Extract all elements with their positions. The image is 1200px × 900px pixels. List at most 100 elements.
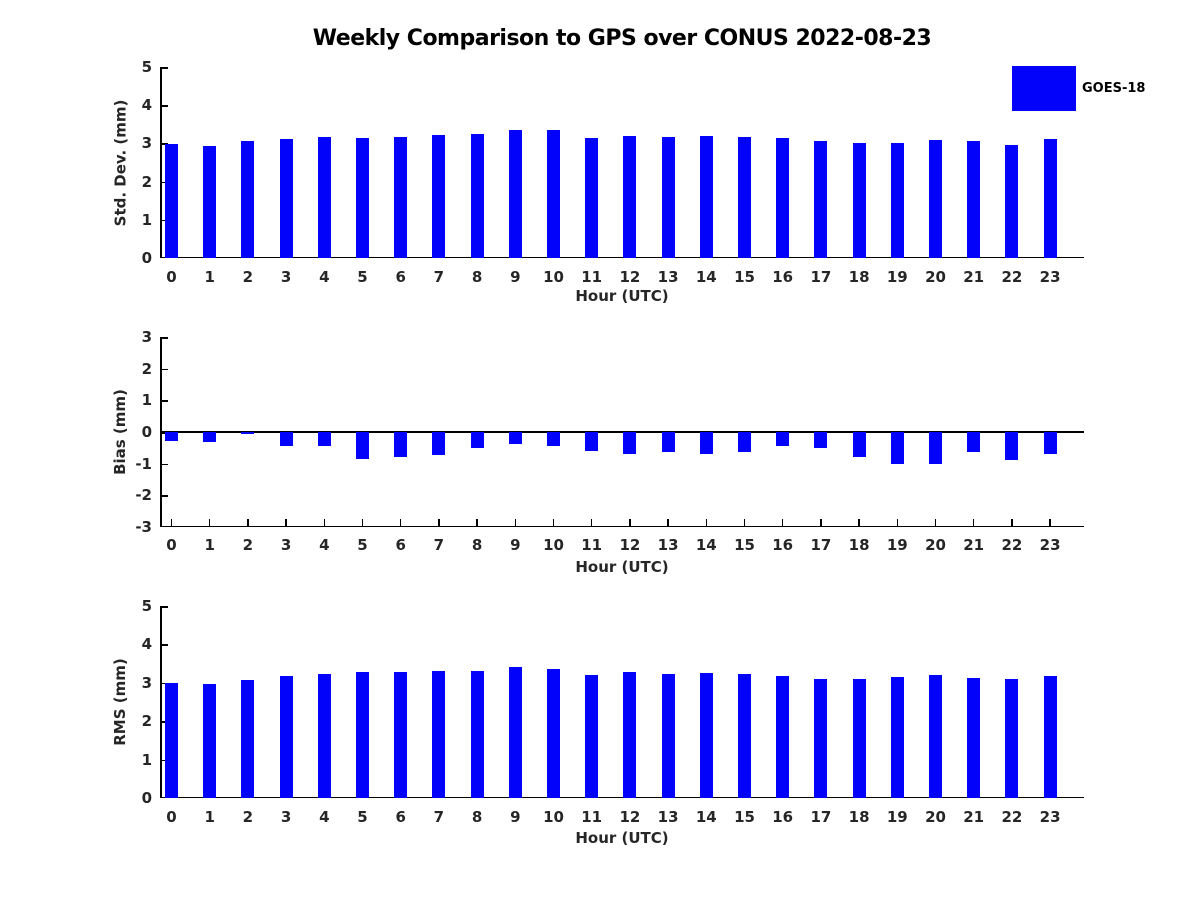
- bias-x-tick-mark: [972, 519, 975, 527]
- std-dev-y-tick-label: 3: [141, 134, 152, 153]
- bias-x-tick-mark: [1049, 519, 1051, 527]
- bias-y-tick-label: -1: [135, 454, 152, 473]
- std-dev-x-tick-label: 3: [280, 268, 292, 286]
- rms-x-tick-label: 22: [1001, 808, 1023, 826]
- bias-y-tick-mark: [160, 495, 168, 497]
- bias-x-tick-label: 9: [510, 536, 521, 554]
- rms-x-tick-label: 12: [619, 808, 641, 826]
- bias-y-tick-label: -2: [135, 486, 152, 505]
- bias-bar-h20: [929, 432, 942, 464]
- bias-x-tick-mark: [476, 519, 478, 527]
- bias-y-tick-label: -3: [135, 518, 152, 536]
- std-dev-x-tick-label: 8: [471, 268, 483, 286]
- rms-bar-h7: [432, 670, 446, 798]
- bias-bar-h0: [165, 432, 178, 442]
- std-dev-x-tick-label: 6: [395, 268, 406, 286]
- rms-y-tick-label: 2: [141, 712, 152, 731]
- std-dev-x-tick-label: 18: [848, 268, 870, 286]
- rms-y-tick-label: 3: [141, 673, 152, 692]
- std-dev-bar-h23: [1043, 138, 1057, 258]
- bias-x-tick-label: 15: [734, 536, 755, 554]
- bias-bar-h3: [279, 432, 293, 446]
- std-dev-bar-h4: [317, 136, 331, 258]
- bias-plot-area: [160, 337, 1084, 527]
- std-dev-plot-area: [160, 67, 1084, 258]
- std-dev-y-axis-title: Std. Dev. (mm): [111, 99, 129, 226]
- rms-x-tick-label: 10: [543, 808, 564, 826]
- std-dev-y-tick-mark: [160, 105, 168, 107]
- std-dev-x-tick-label: 0: [166, 268, 177, 286]
- bias-x-tick-mark: [590, 519, 593, 527]
- rms-bar-h9: [508, 667, 522, 798]
- bias-x-tick-label: 10: [543, 536, 564, 554]
- std-dev-x-tick-label: 22: [1001, 268, 1023, 286]
- std-dev-bar-h14: [699, 135, 713, 258]
- rms-x-tick-label: 8: [471, 808, 483, 826]
- bias-bar-h11: [585, 432, 599, 451]
- std-dev-bar-h1: [203, 146, 217, 258]
- rms-bar-h21: [967, 678, 981, 798]
- bias-x-tick-label: 19: [886, 536, 908, 554]
- bias-zero-line: [160, 431, 1084, 433]
- std-dev-bar-h12: [623, 135, 637, 258]
- bias-bar-h6: [394, 432, 408, 458]
- std-dev-x-tick-label: 11: [581, 268, 603, 286]
- bias-x-tick-mark: [552, 519, 555, 527]
- rms-y-axis-line: [160, 606, 162, 798]
- std-dev-x-axis-line: [160, 256, 1084, 258]
- std-dev-x-tick-label: 1: [204, 268, 215, 286]
- bias-x-tick-mark: [208, 519, 211, 527]
- rms-y-tick-label: 0: [141, 789, 152, 807]
- std-dev-y-tick-label: 5: [141, 58, 152, 76]
- rms-y-tick-mark: [160, 606, 168, 608]
- rms-bar-h22: [1005, 678, 1019, 798]
- rms-bar-h20: [929, 675, 942, 798]
- bias-bar-h9: [508, 432, 522, 445]
- std-dev-bar-h21: [967, 141, 981, 258]
- std-dev-bar-h3: [279, 138, 293, 258]
- rms-x-axis-line: [160, 796, 1084, 798]
- bias-bar-h10: [547, 432, 560, 447]
- std-dev-bar-h16: [776, 138, 790, 258]
- std-dev-bar-h11: [585, 137, 599, 258]
- std-dev-bar-h17: [814, 141, 828, 258]
- std-dev-y-tick-label: 4: [141, 96, 152, 115]
- bias-y-tick-label: 2: [141, 359, 152, 378]
- bias-x-tick-mark: [438, 519, 440, 527]
- bias-bar-h5: [356, 432, 369, 460]
- rms-x-tick-label: 5: [357, 808, 368, 826]
- std-dev-y-tick-mark: [160, 143, 168, 145]
- rms-bar-h23: [1043, 675, 1057, 798]
- rms-y-tick-mark: [160, 796, 168, 798]
- std-dev-x-tick-label: 14: [695, 268, 717, 286]
- bias-bar-h15: [738, 432, 751, 452]
- rms-y-tick-mark: [160, 644, 168, 646]
- bias-bar-h7: [432, 432, 446, 455]
- std-dev-y-axis-line: [160, 67, 162, 258]
- bias-x-tick-label: 6: [395, 536, 406, 554]
- rms-bar-h4: [317, 674, 331, 798]
- rms-x-tick-label: 7: [433, 808, 445, 826]
- bias-x-tick-mark: [820, 519, 822, 527]
- bias-x-tick-label: 8: [471, 536, 483, 554]
- bias-x-tick-label: 22: [1001, 536, 1023, 554]
- bias-x-tick-label: 18: [848, 536, 870, 554]
- bias-x-tick-label: 0: [166, 536, 177, 554]
- rms-bar-h19: [890, 677, 904, 798]
- rms-x-tick-label: 4: [319, 808, 330, 826]
- bias-bar-h8: [470, 432, 484, 449]
- rms-y-axis-title: RMS (mm): [111, 658, 129, 746]
- bias-x-tick-mark: [399, 519, 402, 527]
- legend-color-swatch: [1012, 66, 1076, 111]
- bias-y-tick-label: 0: [141, 423, 152, 441]
- bias-bar-h23: [1043, 432, 1057, 454]
- bias-y-tick-label: 3: [141, 328, 152, 346]
- rms-bar-h17: [814, 678, 828, 798]
- std-dev-bar-h22: [1005, 145, 1019, 258]
- bias-x-tick-mark: [170, 519, 173, 527]
- rms-bar-h10: [547, 668, 560, 798]
- rms-x-tick-label: 17: [810, 808, 832, 826]
- bias-bar-h2: [241, 432, 255, 435]
- bias-y-tick-mark: [160, 368, 168, 371]
